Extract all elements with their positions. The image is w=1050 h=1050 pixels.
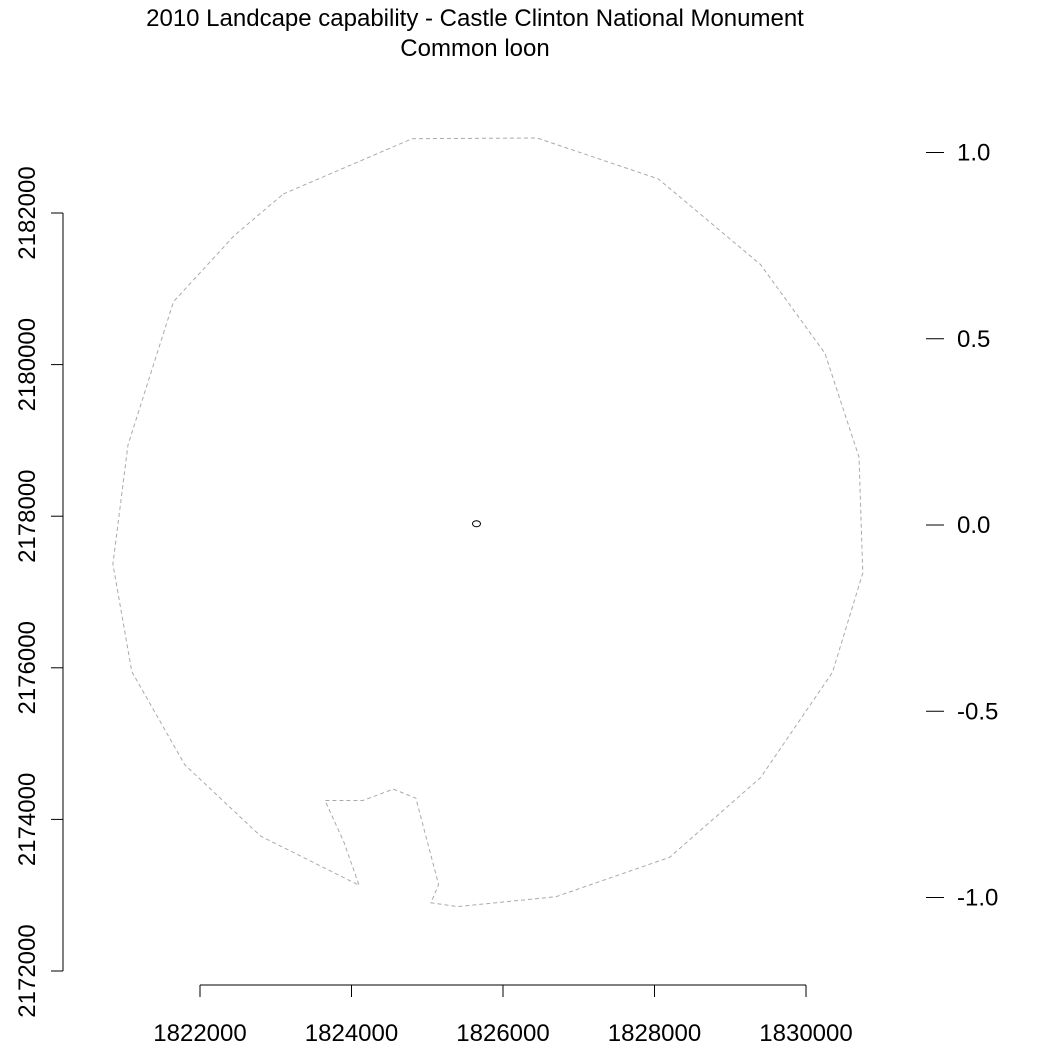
legend-tick-label: 0.0 — [957, 512, 990, 539]
legend-tick-label: -1.0 — [957, 885, 998, 912]
legend-tick-label: 0.5 — [957, 326, 990, 353]
y-tick-label: 2180000 — [14, 318, 41, 411]
chart-subtitle: Common loon — [400, 35, 549, 62]
y-tick-label: 2178000 — [14, 469, 41, 562]
y-tick-label: 2176000 — [14, 621, 41, 714]
x-tick-label: 1828000 — [608, 1020, 701, 1047]
legend-tick-label: 1.0 — [957, 140, 990, 167]
x-tick-label: 1826000 — [456, 1020, 549, 1047]
y-tick-label: 2172000 — [14, 924, 41, 1017]
chart-title: 2010 Landcape capability - Castle Clinto… — [146, 5, 804, 32]
x-tick-label: 1830000 — [759, 1020, 852, 1047]
study-area-boundary — [112, 137, 864, 908]
y-tick-label: 2182000 — [14, 166, 41, 259]
boundary-layer — [112, 137, 864, 908]
y-tick-label: 2174000 — [14, 773, 41, 866]
x-tick-label: 1824000 — [305, 1020, 398, 1047]
marker-layer — [471, 520, 481, 528]
legend-tick-label: -0.5 — [957, 698, 998, 725]
site-marker — [471, 520, 481, 528]
legend-axis: 1.0 0.5 0.0 -0.5 -1.0 — [926, 140, 998, 912]
x-axis: 1822000 1824000 1826000 1828000 1830000 — [153, 984, 853, 1047]
y-axis: 2172000 2174000 2176000 2178000 2180000 21820… — [14, 166, 64, 1018]
x-tick-label: 1822000 — [153, 1020, 246, 1047]
